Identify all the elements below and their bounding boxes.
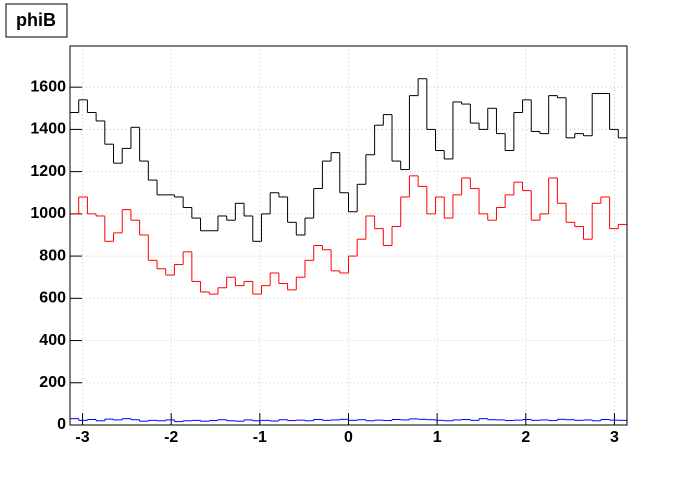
title-box [5,3,68,38]
x-tick-label: -2 [164,429,178,446]
y-tick-label: 200 [39,374,66,391]
x-tick-label: -3 [75,429,89,446]
y-tick-label: 1400 [30,121,66,138]
y-tick-label: 1600 [30,78,66,95]
y-tick-label: 800 [39,247,66,264]
y-tick-label: 1200 [30,163,66,180]
chart-title: phiB [16,10,56,30]
x-tick-label: 0 [344,429,353,446]
y-tick-label: 400 [39,332,66,349]
plot-frame [69,45,628,426]
y-tick-label: 600 [39,290,66,307]
y-tick-label: 1000 [30,205,66,222]
x-tick-label: -1 [253,429,267,446]
x-tick-label: 3 [610,429,619,446]
x-tick-label: 1 [433,429,442,446]
x-tick-label: 2 [521,429,530,446]
y-tick-label: 0 [57,416,66,433]
